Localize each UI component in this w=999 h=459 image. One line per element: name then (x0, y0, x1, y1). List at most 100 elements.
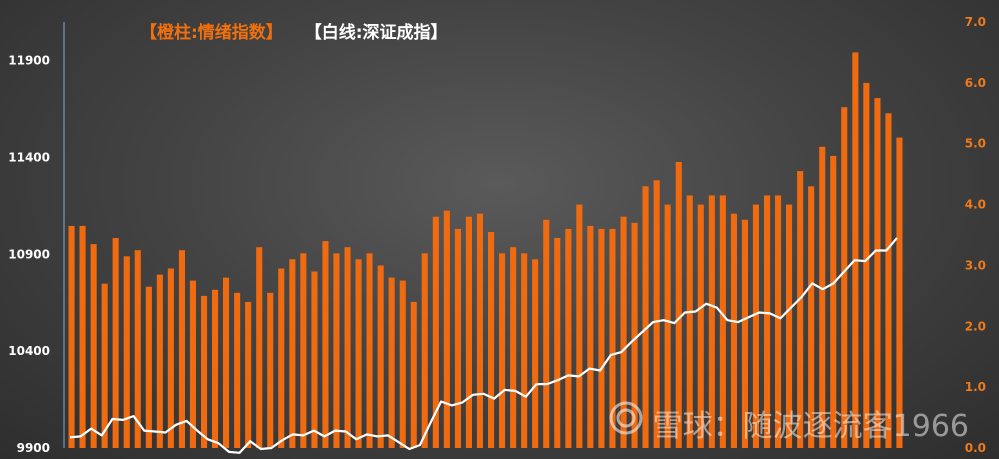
emotion-bar (852, 52, 859, 449)
emotion-bar (708, 195, 715, 448)
emotion-bar (587, 225, 594, 448)
emotion-bar (830, 155, 837, 448)
left-tick-label: 9900 (17, 441, 50, 455)
right-tick-label: 2.0 (965, 319, 986, 333)
right-tick-label: 0.0 (965, 441, 986, 455)
left-tick-label: 10900 (8, 247, 50, 261)
emotion-bar (521, 253, 528, 448)
emotion-bar (653, 180, 660, 448)
emotion-bar (223, 277, 230, 448)
watermark: 雪球：随波逐流客1966 (609, 401, 969, 445)
emotion-bar (532, 259, 539, 448)
emotion-bar (344, 247, 351, 448)
emotion-bar (863, 82, 870, 449)
emotion-bar (764, 195, 771, 448)
emotion-bar (311, 271, 318, 448)
emotion-bar (68, 225, 75, 448)
emotion-bar (454, 228, 461, 448)
emotion-bar (189, 280, 196, 448)
emotion-bar (576, 204, 583, 448)
emotion-bar (167, 268, 174, 448)
emotion-bar (112, 238, 119, 448)
emotion-bar (322, 241, 329, 448)
emotion-bar (730, 213, 737, 448)
right-tick-label: 1.0 (965, 380, 986, 394)
emotion-bar (775, 195, 782, 448)
emotion-bar (499, 253, 506, 448)
emotion-bar (565, 228, 572, 448)
emotion-bar (410, 301, 417, 448)
legend: 【橙柱:情绪指数】 【白线:深证成指】 (140, 18, 448, 43)
emotion-bar (543, 219, 550, 448)
emotion-bar (554, 238, 561, 448)
line-series (69, 237, 898, 454)
emotion-bar (697, 204, 704, 448)
emotion-bar (145, 286, 152, 448)
emotion-bar (510, 247, 517, 448)
emotion-bar (134, 250, 141, 448)
emotion-bar (841, 107, 848, 448)
emotion-bar (808, 186, 815, 449)
right-tick-label: 6.0 (965, 76, 986, 90)
emotion-bar (443, 210, 450, 448)
emotion-bar (741, 219, 748, 448)
legend-white-label: 【白线:深证成指】 (304, 23, 448, 43)
emotion-bar (609, 228, 616, 448)
emotion-bar (201, 295, 208, 448)
emotion-bar (874, 98, 881, 448)
emotion-bar (267, 292, 274, 448)
emotion-bar (719, 195, 726, 448)
emotion-bar (488, 232, 495, 448)
emotion-bar (631, 222, 638, 448)
emotion-bar (377, 265, 384, 448)
emotion-bar (278, 268, 285, 448)
emotion-bar (896, 137, 903, 448)
right-tick-label: 3.0 (965, 258, 986, 272)
emotion-bar (333, 253, 340, 448)
right-tick-label: 4.0 (965, 198, 986, 212)
emotion-bar (752, 204, 759, 448)
emotion-bar (620, 216, 627, 448)
bar-series (68, 52, 903, 449)
emotion-bar (90, 244, 97, 448)
watermark-text: 雪球：随波逐流客1966 (652, 409, 969, 444)
emotion-bar (156, 274, 163, 448)
right-tick-label: 7.0 (965, 15, 986, 29)
emotion-bar (300, 253, 307, 448)
emotion-bar (399, 280, 406, 448)
emotion-bar (388, 277, 395, 448)
emotion-bar (819, 146, 826, 449)
emotion-bar (245, 301, 252, 448)
emotion-bar (432, 216, 439, 448)
emotion-bar (476, 213, 483, 448)
left-tick-label: 11400 (8, 151, 50, 165)
emotion-bar (79, 225, 86, 448)
emotion-bar (101, 283, 108, 448)
emotion-bar (289, 259, 296, 448)
emotion-bar (234, 292, 241, 448)
left-tick-label: 10400 (8, 344, 50, 358)
right-tick-label: 5.0 (965, 137, 986, 151)
emotion-bar (465, 216, 472, 448)
emotion-bar (664, 204, 671, 448)
emotion-bar (598, 228, 605, 448)
snowball-logo-icon (609, 401, 643, 440)
emotion-bar (686, 195, 693, 448)
emotion-bar (642, 186, 649, 449)
index-line (69, 237, 898, 454)
emotion-bar (123, 256, 130, 448)
emotion-bar (256, 247, 263, 448)
left-axis-ticks: 9900 10400 10900 11400 11900 (8, 54, 50, 455)
emotion-bar (212, 289, 219, 448)
emotion-bar (675, 162, 682, 448)
emotion-bar (786, 204, 793, 448)
emotion-bar (885, 113, 892, 449)
emotion-bar (178, 250, 185, 448)
left-tick-label: 11900 (8, 54, 50, 68)
emotion-bar (797, 171, 804, 448)
emotion-bar (366, 253, 373, 448)
emotion-bar (421, 253, 428, 448)
emotion-bar (355, 259, 362, 448)
